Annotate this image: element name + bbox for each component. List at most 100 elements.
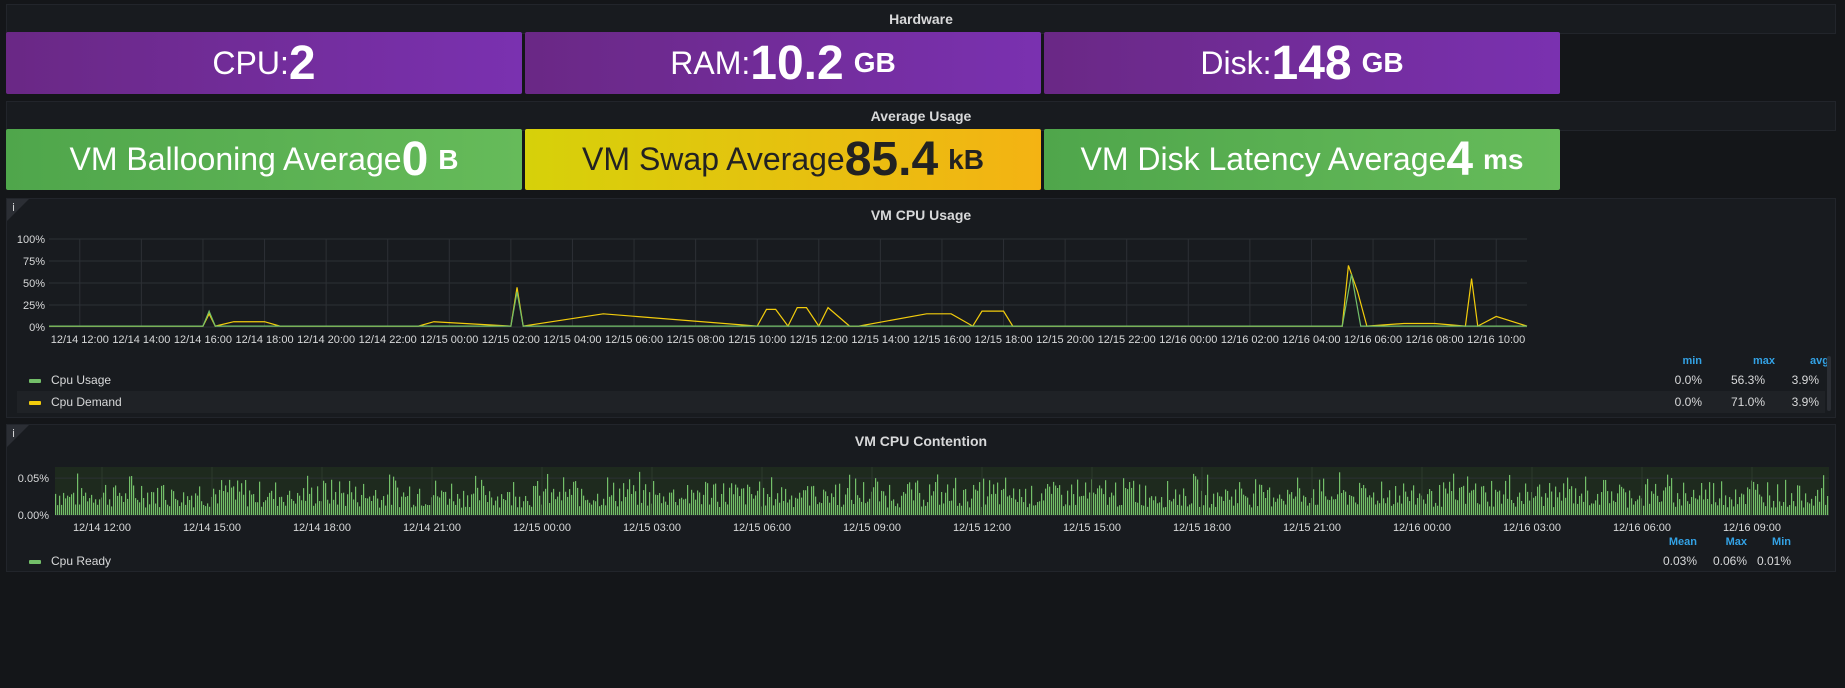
legend-item-cpu-ready[interactable]: Cpu Ready 0.03% 0.06% 0.01% (17, 550, 1825, 572)
bar (425, 504, 427, 515)
bar (1229, 499, 1231, 515)
bar (1323, 478, 1325, 515)
ram-stat[interactable]: RAM: 10.2 GB (525, 32, 1041, 94)
bar (737, 487, 739, 515)
bar (517, 507, 519, 515)
cpu-contention-chart[interactable]: 0.05% 0.00% 12/14 12:00 12/14 15:00 12/14 18… (7, 453, 1835, 543)
bar (141, 485, 143, 515)
bar (1391, 505, 1393, 515)
cpu-contention-panel-title[interactable]: VM CPU Contention (854, 433, 988, 449)
bar (1293, 498, 1295, 515)
bar (1801, 500, 1803, 515)
bar (869, 498, 871, 515)
bar (111, 506, 113, 515)
bar (423, 506, 425, 515)
swap-stat-value: 85.4 (844, 133, 939, 186)
bar (1287, 489, 1289, 515)
bar (397, 487, 399, 515)
bar (843, 504, 845, 515)
legend-header-max[interactable]: Max (1725, 536, 1747, 548)
average-usage-row-title[interactable]: Average Usage (6, 101, 1836, 131)
bar (489, 491, 491, 515)
bar (631, 493, 633, 515)
info-corner[interactable] (7, 199, 29, 221)
bar (1179, 494, 1181, 515)
bar (1175, 489, 1177, 515)
bar (1459, 487, 1461, 515)
x-tick-label: 12/16 02:00 (1221, 334, 1279, 346)
ballooning-stat[interactable]: VM Ballooning Average 0 B (6, 129, 522, 190)
bar (343, 492, 345, 515)
cpu-stat[interactable]: CPU: 2 (6, 32, 522, 94)
bar (807, 486, 809, 515)
legend-item-cpu-demand[interactable]: Cpu Demand 0.0% 71.0% 3.9% (17, 391, 1825, 413)
bar (347, 494, 349, 515)
bar (429, 505, 431, 515)
x-tick-label: 12/15 14:00 (851, 334, 909, 346)
bar (1519, 492, 1521, 515)
hardware-row-title[interactable]: Hardware (6, 4, 1836, 34)
bar (1383, 498, 1385, 515)
swap-stat[interactable]: VM Swap Average 85.4 kB (525, 129, 1041, 190)
info-icon[interactable]: i (12, 201, 16, 214)
bar (1113, 495, 1115, 515)
bar (279, 497, 281, 515)
bar (497, 496, 499, 515)
bar (1395, 486, 1397, 515)
bar (895, 506, 897, 515)
bar (341, 493, 343, 515)
bar (577, 487, 579, 515)
bar (1789, 505, 1791, 515)
cpu-contention-panel[interactable]: i VM CPU Contention 0.05% 0.00% 12/14 12:0… (6, 424, 1836, 572)
bar (93, 502, 95, 515)
legend-header-min[interactable]: min (1682, 355, 1702, 367)
bar (1525, 483, 1527, 515)
cpu-usage-panel-title[interactable]: VM CPU Usage (870, 207, 972, 223)
bar (115, 485, 117, 515)
legend-header-mean[interactable]: Mean (1668, 536, 1697, 548)
bar (867, 501, 869, 515)
latency-stat[interactable]: VM Disk Latency Average 4 ms (1044, 129, 1560, 190)
bar (1773, 500, 1775, 515)
x-tick-label: 12/14 14:00 (112, 334, 170, 346)
bar (265, 500, 267, 515)
bar (1717, 505, 1719, 515)
bar (553, 488, 555, 515)
bar (571, 494, 573, 515)
y-tick-label: 100% (17, 234, 45, 246)
bar (469, 507, 471, 515)
cpu-usage-panel[interactable]: i VM CPU Usage 100% 75% 50% 25% 0% 12/14 12:0… (6, 198, 1836, 418)
bar (725, 501, 727, 515)
legend-scrollbar[interactable] (1827, 356, 1831, 411)
bar (1405, 491, 1407, 515)
bar (105, 484, 107, 515)
bar (1037, 502, 1039, 515)
bar (235, 499, 237, 515)
bar (1075, 504, 1077, 515)
legend-avg: 3.9% (1791, 395, 1819, 409)
bar (1047, 484, 1049, 515)
bar (363, 483, 365, 515)
bar (1117, 506, 1119, 515)
bar (1647, 478, 1649, 515)
legend-item-cpu-usage[interactable]: Cpu Usage 0.0% 56.3% 3.9% (17, 369, 1825, 391)
bar (381, 499, 383, 515)
bar (909, 482, 911, 515)
bar (811, 486, 813, 515)
bar (1593, 503, 1595, 515)
legend-header-avg[interactable]: avg (1810, 355, 1829, 367)
legend-swatch (29, 378, 41, 383)
x-tick-label: 12/15 10:00 (728, 334, 786, 346)
bar (605, 505, 607, 515)
info-icon[interactable]: i (12, 427, 16, 440)
bar (1523, 503, 1525, 515)
bar (1685, 493, 1687, 515)
bar (851, 499, 853, 515)
info-corner[interactable] (7, 425, 29, 447)
cpu-usage-chart[interactable]: 100% 75% 50% 25% 0% 12/14 12:00 12/14 14:00 12/… (7, 227, 1835, 387)
bar (603, 498, 605, 515)
bar (953, 488, 955, 515)
legend-header-max[interactable]: max (1752, 355, 1775, 367)
disk-stat[interactable]: Disk: 148 GB (1044, 32, 1560, 94)
legend-header-min[interactable]: Min (1772, 536, 1791, 548)
